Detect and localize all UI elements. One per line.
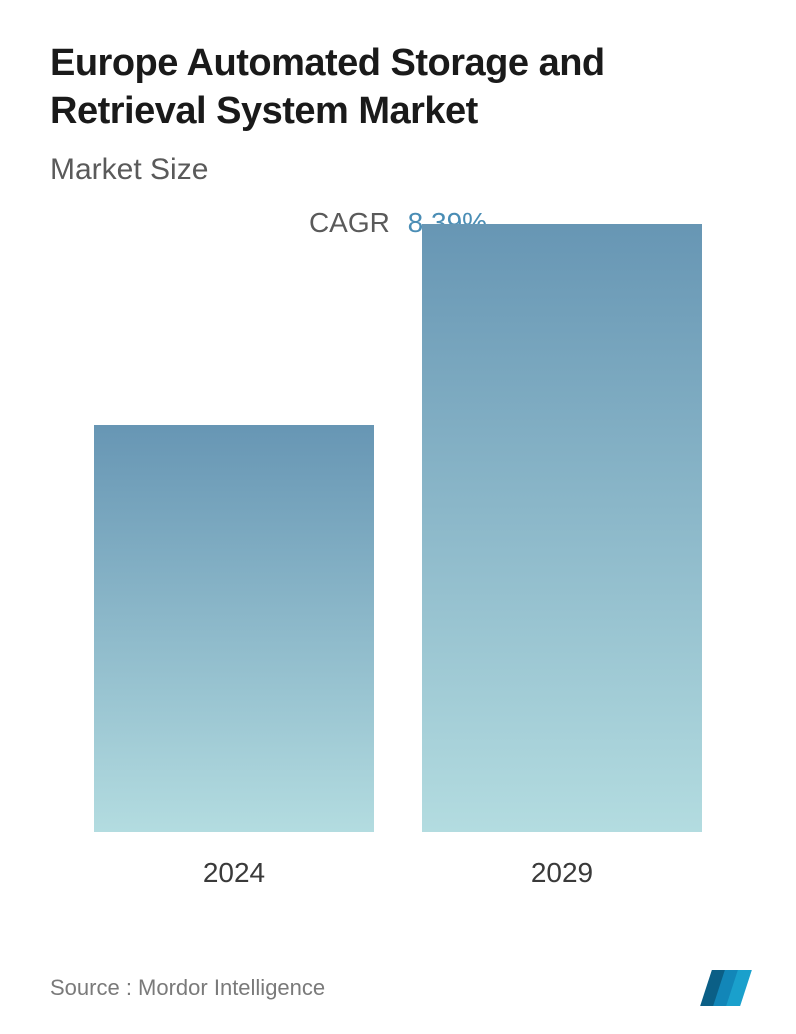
bar-group-2029: 2029: [422, 224, 702, 889]
logo-icon: [707, 970, 746, 1006]
cagr-label: CAGR: [309, 207, 390, 238]
bar-2024: [94, 425, 374, 832]
page-title: Europe Automated Storage and Retrieval S…: [50, 40, 746, 135]
bar-label-2024: 2024: [203, 857, 265, 889]
bar-2029: [422, 224, 702, 832]
footer: Source : Mordor Intelligence: [50, 970, 746, 1006]
bar-label-2029: 2029: [531, 857, 593, 889]
page-subtitle: Market Size: [50, 153, 746, 187]
bar-chart: 2024 2029: [50, 269, 746, 889]
bar-group-2024: 2024: [94, 425, 374, 889]
source-text: Source : Mordor Intelligence: [50, 975, 325, 1001]
